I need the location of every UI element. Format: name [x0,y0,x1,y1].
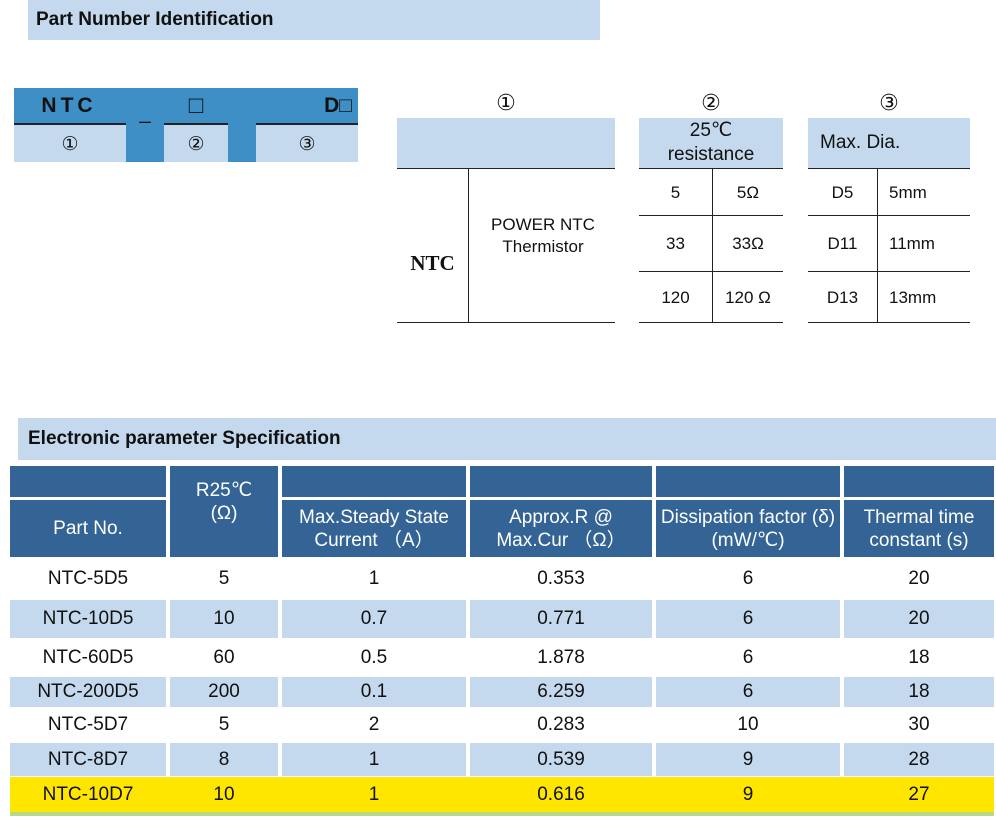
part-number-cell: NTC-5D7 [10,708,166,742]
table-cell: 0.771 [470,600,652,638]
diameter-value: 5mm [889,182,927,202]
table-cell: 9 [656,777,840,812]
divider [397,322,615,323]
table-cell: 0.353 [470,559,652,599]
table-cell: 18 [844,640,994,676]
table-cell: 20 [844,559,994,599]
table-cell: 10 [170,600,278,638]
code-part-resistance: □ [188,92,204,119]
table-cell: 30 [844,708,994,742]
table-cell: 1 [282,743,466,776]
marker-2: ② [701,90,721,116]
part-number-cell: NTC-60D5 [10,640,166,676]
part-number-cell: NTC-8D7 [10,743,166,776]
diameter-code: D11 [827,234,858,253]
divider [712,169,713,323]
header-band [844,466,994,497]
code-separator: _ [139,101,151,124]
table-cell: 60 [170,640,278,676]
table-cell: 200 [170,677,278,707]
resistance-value: 5Ω [736,182,760,202]
table-cell: 6.259 [470,677,652,707]
divider [639,168,783,169]
resistance-code: 33 [666,234,685,253]
code-part-diameter: D□ [324,94,352,117]
table-cell: 8 [170,743,278,776]
column-header: Approx.R @ Max.Cur （Ω） [470,500,652,557]
section-title-part-number: Part Number Identification [28,0,600,40]
table-header [397,118,615,168]
table-cell: 5 [170,559,278,599]
divider [397,168,615,169]
column-header: Max.Steady State Current （A） [282,500,466,557]
table-cell: 9 [656,743,840,776]
table-cell: 6 [656,640,840,676]
table-cell: 0.539 [470,743,652,776]
table-cell: 28 [844,743,994,776]
column-header: Thermal time constant (s) [844,500,994,557]
part-number-cell: NTC-10D5 [10,600,166,638]
resistance-header: 25℃ resistance [639,118,783,168]
divider [808,168,970,169]
diameter-value: 11mm [889,234,935,253]
diameter-code: D13 [826,287,859,307]
divider [808,271,970,272]
divider [14,123,126,125]
divider [808,322,970,323]
marker-3: ③ [879,90,899,116]
table-cell: 10 [170,777,278,812]
divider [639,271,783,272]
divider [164,123,228,125]
divider [877,169,878,323]
part-number-cell: NTC-200D5 [10,677,166,707]
table-cell: 18 [844,677,994,707]
column-header: Part No. [10,500,166,557]
part-number-cell: NTC-10D7 [10,777,166,812]
marker-1: ① [496,90,516,116]
section-title-electronic-spec: Electronic parameter Specification [18,418,996,460]
table-cell: 1 [282,777,466,812]
resistance-code: 5 [670,182,681,202]
diameter-value: 13mm [889,287,937,307]
resistance-value: 33Ω [732,234,764,253]
resistance-code: 120 [661,287,690,307]
series-description: POWER NTC Thermistor [491,214,595,256]
part-number-cell: NTC-5D5 [10,559,166,599]
code-part-ntc: NTC [41,94,97,117]
table-cell: 6 [656,559,840,599]
code-num-2: ② [164,125,228,162]
code-num-1: ① [14,125,126,162]
diameter-code: D5 [831,182,854,202]
column-header: R25℃ (Ω) [170,466,278,557]
table-cell: 0.616 [470,777,652,812]
table-cell: 0.283 [470,708,652,742]
table-cell: 6 [656,600,840,638]
table-cell: 6 [656,677,840,707]
code-num-3: ③ [256,125,358,162]
table-cell: 20 [844,600,994,638]
header-band [10,466,166,497]
header-band [470,466,652,497]
header-band [282,466,466,497]
diameter-header: Max. Dia. [808,118,970,168]
table-cell: 10 [656,708,840,742]
table-cell: 0.7 [282,600,466,638]
table-cell: 2 [282,708,466,742]
series-code: NTC [410,251,455,275]
divider [808,215,970,216]
table-cell: 0.5 [282,640,466,676]
table-cell: 1.878 [470,640,652,676]
resistance-value: 120 Ω [725,287,771,307]
table-cell: 0.1 [282,677,466,707]
divider [639,322,783,323]
table-cell: 27 [844,777,994,812]
divider [10,812,994,816]
divider [256,123,358,125]
header-band [656,466,840,497]
divider [468,169,469,323]
column-header: Dissipation factor (δ)(mW/℃) [656,500,840,557]
divider [639,215,783,216]
table-cell: 1 [282,559,466,599]
table-cell: 5 [170,708,278,742]
